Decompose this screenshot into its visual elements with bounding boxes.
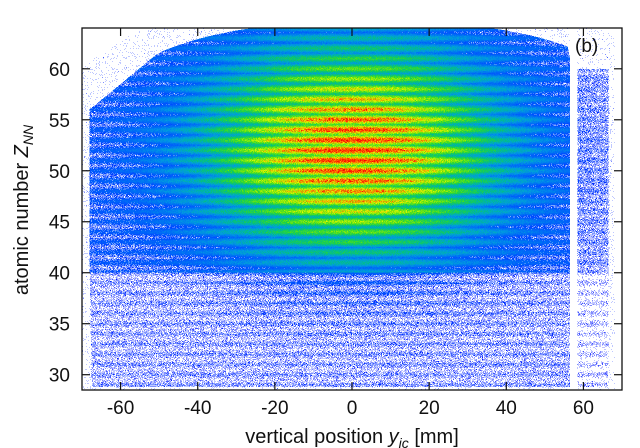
x-tick-label: 40 — [496, 398, 517, 419]
y-tick-label: 30 — [49, 366, 70, 387]
panel-label: (b) — [575, 36, 598, 57]
y-tick-label: 60 — [49, 60, 70, 81]
y-tick-label: 45 — [49, 213, 70, 234]
y-tick-label: 35 — [49, 315, 70, 336]
axis-ticks: -60 -40 -20 0 20 40 60 30 35 40 45 50 55 60 — [49, 28, 622, 419]
heatmap-area — [82, 28, 622, 390]
x-tick-label: 0 — [347, 398, 358, 419]
y-tick-label: 55 — [49, 111, 70, 132]
x-tick-label: -20 — [261, 398, 288, 419]
x-tick-label: -40 — [184, 398, 211, 419]
y-axis-label: atomic number ZNN — [11, 124, 36, 295]
density-image — [82, 28, 622, 390]
x-tick-label: 20 — [419, 398, 440, 419]
y-tick-label: 40 — [49, 264, 70, 285]
y-tick-label: 50 — [49, 162, 70, 183]
x-tick-label: 60 — [573, 398, 594, 419]
x-tick-label: -60 — [107, 398, 134, 419]
x-axis-label: vertical position yic [mm] — [245, 426, 459, 448]
